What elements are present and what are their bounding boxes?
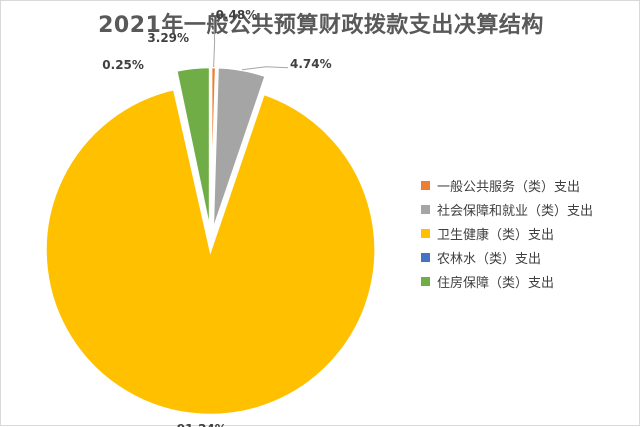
legend-item: 社会保障和就业（类）支出 (421, 197, 593, 221)
chart-title: 2021年一般公共预算财政拨款支出决算结构 (98, 13, 544, 38)
legend-item: 农林水（类）支出 (421, 245, 593, 269)
leader-line (213, 18, 216, 68)
chart-legend: 一般公共服务（类）支出 社会保障和就业（类）支出 卫生健康（类）支出 农林水（类）支出… (421, 173, 593, 293)
legend-label: 一般公共服务（类）支出 (437, 179, 581, 195)
pie-slice (44, 87, 377, 417)
legend-swatch (421, 180, 430, 190)
pie-slice (174, 65, 212, 233)
legend-label: 卫生健康（类）支出 (437, 227, 555, 243)
legend-swatch (421, 204, 430, 214)
legend-label: 社会保障和就业（类）支出 (437, 203, 594, 219)
pie-slice (211, 65, 268, 233)
data-label: 91.24% (177, 422, 227, 427)
legend-swatch (421, 252, 430, 262)
data-label: 0.25% (102, 58, 144, 72)
legend-swatch (421, 228, 430, 238)
legend-item: 卫生健康（类）支出 (421, 221, 593, 245)
legend-item: 一般公共服务（类）支出 (421, 173, 593, 197)
legend-label: 农林水（类）支出 (437, 251, 542, 267)
data-label: 0.48% (216, 8, 258, 22)
legend-item: 住房保障（类）支出 (421, 269, 593, 293)
data-label: 4.74% (290, 57, 332, 71)
leader-line (241, 66, 289, 71)
legend-swatch (421, 276, 430, 286)
legend-label: 住房保障（类）支出 (437, 275, 555, 291)
data-label: 3.29% (147, 31, 189, 45)
